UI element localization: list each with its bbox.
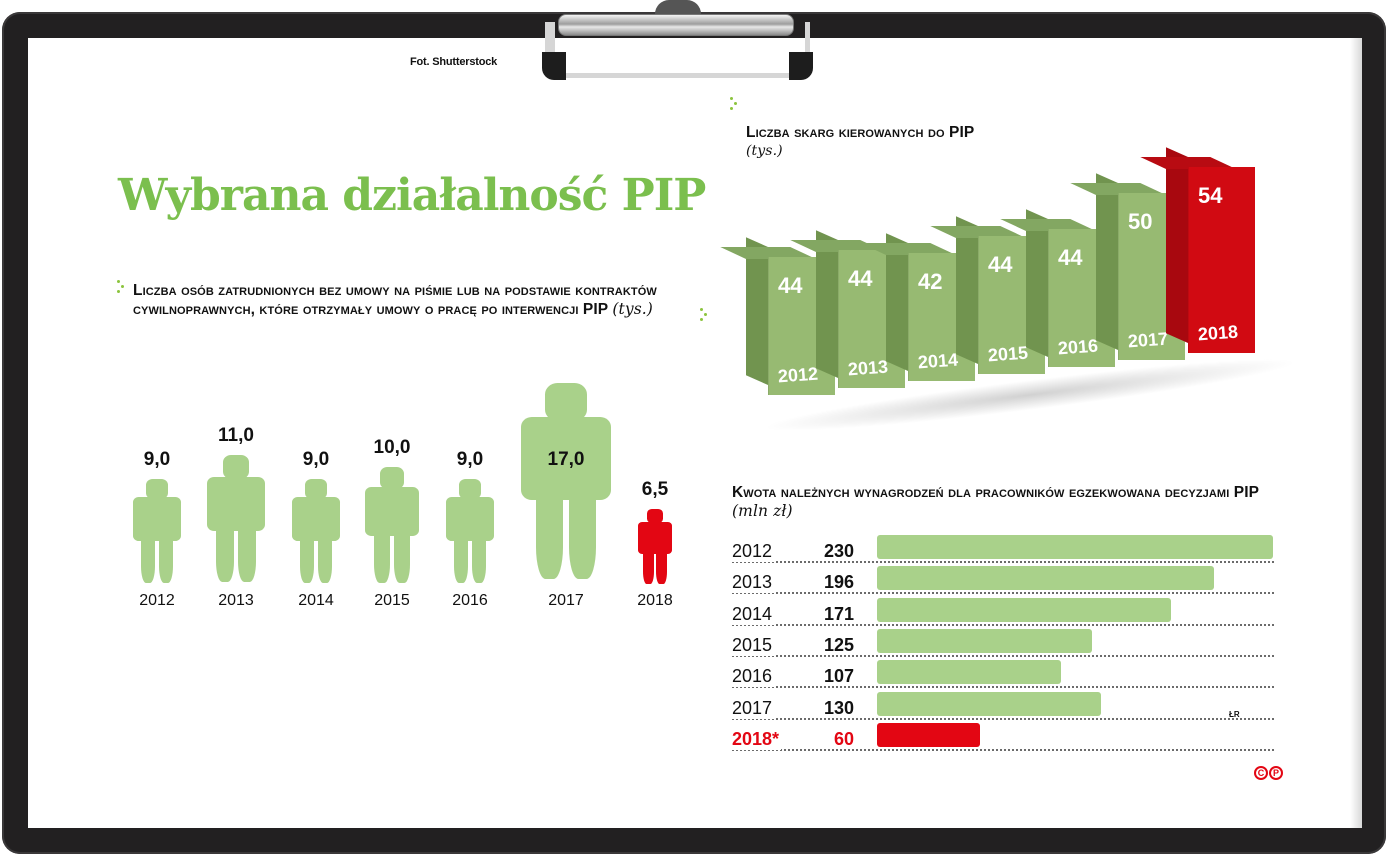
person-value-label: 9,0 <box>143 449 171 470</box>
bullet-dots-icon <box>700 308 708 322</box>
person-icon <box>292 479 340 587</box>
wage-bar <box>877 722 981 747</box>
photo-credit: Fot. Shutterstock <box>410 56 498 68</box>
wage-row-2016: 2016 107 <box>732 658 1274 689</box>
column-year-label: 2018 <box>1197 321 1239 345</box>
wage-value-label: 60 <box>831 728 854 749</box>
person-icon <box>365 467 419 587</box>
page-title: Wybrana działalność PIP <box>118 170 706 221</box>
person-value-label: 9,0 <box>456 449 484 470</box>
person-value-label: 17,0 <box>547 448 585 470</box>
column-year-label: 2013 <box>847 356 889 380</box>
wage-value-label: 196 <box>821 572 854 593</box>
person-value-label: 11,0 <box>218 425 254 446</box>
wage-row-2015: 2015 125 <box>732 627 1274 657</box>
persons-chart-title: Liczba osób zatrudnionych bez umowy na p… <box>133 282 657 318</box>
column-year-label: 2015 <box>987 342 1029 366</box>
wage-year-label: 2012 <box>732 541 775 562</box>
person-year-label: 2017 <box>548 592 584 609</box>
column-value-label: 42 <box>918 269 943 295</box>
column-value-label: 44 <box>848 266 873 292</box>
wage-year-label: 2017 <box>732 697 775 719</box>
bullet-dots-icon <box>117 280 125 294</box>
wage-value-label: 107 <box>821 666 854 687</box>
person-value-label: 10,0 <box>373 437 411 458</box>
dotted-leader-line <box>732 748 1274 751</box>
wage-bar <box>877 628 1093 653</box>
person-value-label: 6,5 <box>641 479 669 500</box>
wage-row-2017: 2017 130 <box>732 690 1274 720</box>
wage-row-2013: 2013 196 <box>732 564 1274 595</box>
wage-bar <box>877 691 1101 716</box>
persons-chart-unit: (tys.) <box>612 300 653 318</box>
wage-value-label: 171 <box>821 603 854 624</box>
column-value-label: 50 <box>1128 209 1153 235</box>
wage-year-label: 2016 <box>732 666 775 688</box>
wage-year-label: 2018* <box>732 728 782 750</box>
wage-year-label: 2014 <box>732 603 775 625</box>
paper-edge <box>1350 38 1362 828</box>
wage-bar <box>877 566 1215 591</box>
column-year-label: 2012 <box>777 363 819 387</box>
dotted-leader-line <box>732 623 1274 626</box>
wage-row-2012: 2012 230 <box>732 533 1274 563</box>
wage-bar <box>877 535 1273 559</box>
dotted-leader-line <box>732 686 1274 689</box>
author-initials: ŁR <box>1229 710 1240 719</box>
bullet-dots-icon <box>730 97 738 111</box>
person-icon <box>206 455 266 587</box>
complaints-chart-unit: (tys.) <box>746 143 783 159</box>
column-value-label: 44 <box>1058 245 1083 271</box>
copyright-p-icon: P <box>1269 766 1283 780</box>
column-value-label: 44 <box>988 252 1013 278</box>
column-value-label: 54 <box>1198 183 1223 209</box>
clip-foot-left <box>542 52 566 80</box>
wage-value-label: 125 <box>821 634 854 655</box>
wage-bar <box>877 597 1172 622</box>
dotted-leader-line <box>732 654 1274 657</box>
person-year-label: 2015 <box>374 592 410 609</box>
wage-row-2018: 2018* 60 <box>732 721 1274 751</box>
person-year-label: 2014 <box>298 592 334 609</box>
clip-knob <box>655 0 701 14</box>
person-icon <box>446 479 494 587</box>
person-year-label: 2012 <box>139 592 175 609</box>
person-year-label: 2016 <box>452 592 488 609</box>
dotted-leader-line <box>732 592 1274 595</box>
person-icon <box>637 509 673 587</box>
wages-chart-unit: (mln zł) <box>732 502 793 520</box>
clip-wire <box>545 22 810 78</box>
paper-sheet <box>28 38 1361 828</box>
copyright-c-icon: C <box>1254 766 1268 780</box>
person-icon <box>520 383 612 587</box>
dotted-leader-line <box>732 717 1274 720</box>
wage-year-label: 2013 <box>732 572 775 594</box>
person-icon <box>133 479 181 587</box>
wage-bar <box>877 660 1062 685</box>
wage-row-2014: 2014 171 <box>732 596 1274 626</box>
person-year-label: 2018 <box>637 592 673 609</box>
clip-foot-right <box>789 52 813 80</box>
wage-year-label: 2015 <box>732 634 775 656</box>
column-year-label: 2014 <box>917 349 959 373</box>
column-value-label: 44 <box>778 273 803 299</box>
person-value-label: 9,0 <box>302 449 330 470</box>
column-year-label: 2017 <box>1127 328 1169 352</box>
wage-value-label: 230 <box>821 541 854 561</box>
person-year-label: 2013 <box>218 592 254 609</box>
wages-chart-title: Kwota należnych wynagrodzeń dla pracowni… <box>732 484 1259 520</box>
copyright-logo: C P <box>1254 766 1283 780</box>
column-year-label: 2016 <box>1057 335 1099 359</box>
clip-bar <box>558 14 794 36</box>
complaints-chart-title: Liczba skarg kierowanych do PIP (tys.) <box>746 124 975 159</box>
wage-value-label: 130 <box>821 697 854 718</box>
dotted-leader-line <box>732 561 1274 563</box>
